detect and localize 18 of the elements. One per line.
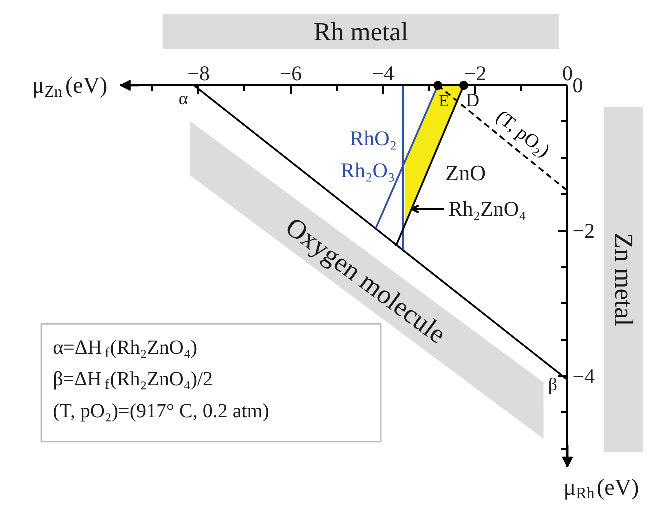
annotation: α (178, 88, 189, 109)
text: (T, pO₂) (492, 106, 554, 162)
annotation: D (466, 90, 480, 112)
annotation: β (548, 374, 558, 394)
annotation: Rh₂ZnO₄ (448, 197, 526, 222)
y-tick-label: −2 (572, 219, 596, 244)
annotation: E (438, 91, 450, 110)
series-label: Rh₂O₃ (340, 158, 396, 183)
annotation: (T, pO₂)=(917° C, 0.2 atm) (53, 400, 270, 422)
text: Zn metal (609, 233, 638, 326)
x-tick-label: −4 (372, 62, 395, 86)
annotation: ZnO (446, 160, 486, 186)
x-tick-label: −6 (280, 62, 302, 86)
y-tick-label: −4 (572, 364, 596, 388)
text: Rh metal (314, 17, 408, 46)
x-tick-label: −2 (464, 62, 487, 86)
series-label: RhO₂ (350, 126, 398, 151)
x-tick-label: −8 (188, 62, 210, 86)
